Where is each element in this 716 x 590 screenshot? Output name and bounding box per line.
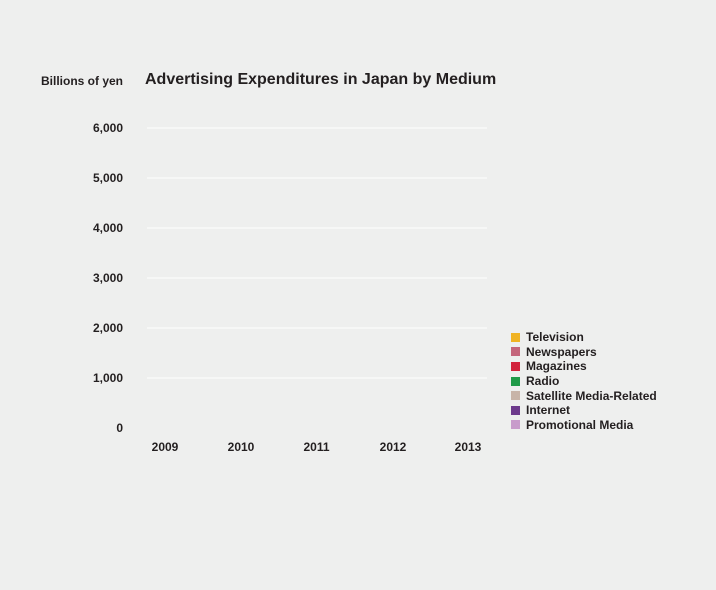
legend-label: Promotional Media	[526, 417, 634, 432]
x-tick-label: 2010	[228, 440, 255, 454]
legend-label: Satellite Media-Related	[526, 388, 657, 403]
y-tick-label: 3,000	[93, 271, 123, 285]
y-tick-label: 1,000	[93, 371, 123, 385]
legend-item: Radio	[511, 374, 657, 389]
legend-label: Newspapers	[526, 344, 597, 359]
legend-swatch	[511, 405, 520, 415]
gridlines	[147, 127, 487, 379]
x-tick-label: 2013	[455, 440, 482, 454]
legend-label: Magazines	[526, 359, 587, 374]
x-tick-label: 2012	[380, 440, 407, 454]
legend-item: Magazines	[511, 359, 657, 374]
legend-label: Television	[526, 330, 584, 345]
y-axis-label: Billions of yen	[41, 74, 124, 88]
y-tick-label: 0	[116, 421, 123, 435]
y-tick-label: 4,000	[93, 221, 123, 235]
legend-swatch	[511, 376, 520, 386]
legend-swatch	[511, 347, 520, 357]
x-axis-ticks: 2009 2010 2011 2012 2013	[152, 440, 482, 454]
y-tick-label: 6,000	[93, 121, 123, 135]
legend-item: Newspapers	[511, 345, 657, 360]
legend-label: Internet	[526, 403, 571, 418]
legend-item: Satellite Media-Related	[511, 388, 657, 403]
y-tick-label: 5,000	[93, 171, 123, 185]
legend-item: Promotional Media	[511, 418, 657, 433]
legend-swatch	[511, 361, 520, 371]
legend: Television Newspapers Magazines Radio Satell…	[511, 330, 657, 432]
legend-swatch	[511, 420, 520, 430]
x-tick-label: 2011	[303, 440, 329, 454]
legend-item: Television	[511, 330, 657, 345]
legend-label: Radio	[526, 374, 560, 389]
chart-title: Advertising Expenditures in Japan by Med…	[145, 71, 497, 88]
y-tick-label: 2,000	[93, 321, 123, 335]
legend-swatch	[511, 332, 520, 342]
legend-swatch	[511, 391, 520, 401]
y-axis-ticks: 0 1,000 2,000 3,000 4,000 5,000 6,000	[93, 121, 123, 435]
x-tick-label: 2009	[152, 440, 179, 454]
legend-item: Internet	[511, 403, 657, 418]
